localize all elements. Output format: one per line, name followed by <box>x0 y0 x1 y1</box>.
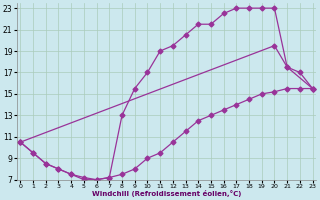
X-axis label: Windchill (Refroidissement éolien,°C): Windchill (Refroidissement éolien,°C) <box>92 190 241 197</box>
